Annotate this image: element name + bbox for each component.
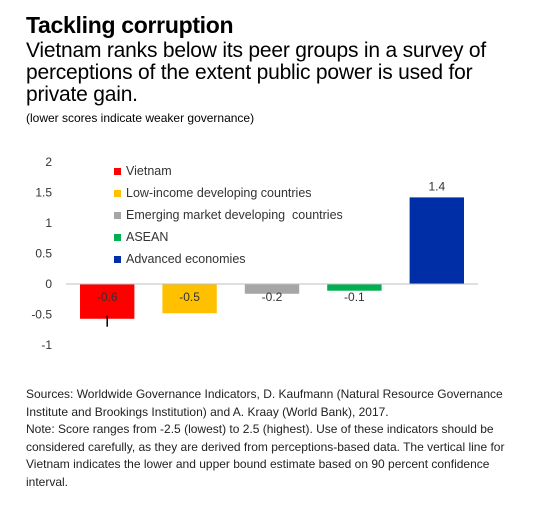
source-notes: Sources: Worldwide Governance Indicators… [26,386,531,491]
legend-entry: Vietnam [126,164,172,178]
legend-entry: Low-income developing countries [126,186,312,200]
bar-5 [409,197,464,284]
legend-swatch [114,168,121,175]
bar-2 [162,284,217,314]
legend-swatch [114,190,121,197]
legend-entry: ASEAN [126,230,168,244]
legend-entry: Emerging market developing countries [126,208,343,222]
y-tick-label: 1.5 [35,186,52,200]
data-label: -0.6 [97,290,118,304]
plot-area: -0.6 -0.5 -0.2 -0.1 1.4 [66,179,478,327]
footnote-text: Note: Score ranges from -2.5 (lowest) to… [26,422,505,489]
chart-subtitle: Vietnam ranks below its peer groups in a… [26,39,487,106]
bar-chart: 2 1.5 1 0.5 0 -0.5 -1 -0.6 -0.5 -0.2 -0.1 1.4 Viet… [31,155,478,352]
legend: Vietnam Low-income developing countries Em… [114,164,343,266]
y-tick-label: 2 [45,155,52,169]
y-tick-label: 1 [45,216,52,230]
y-tick-label: 0 [45,277,52,291]
bar-1 [80,284,135,319]
legend-swatch [114,234,121,241]
sources-text: Sources: Worldwide Governance Indicators… [26,387,503,419]
chart-title: Tackling corruption [26,12,234,38]
legend-swatch [114,256,121,263]
bar-3 [244,284,300,294]
bar-4 [327,284,382,291]
y-axis: 2 1.5 1 0.5 0 -0.5 -1 [31,155,52,352]
data-label: 1.4 [428,179,445,193]
y-tick-label: 0.5 [35,247,52,261]
legend-swatch [114,212,121,219]
data-label: -0.2 [262,290,283,304]
y-tick-label: -1 [41,338,52,352]
data-label: -0.5 [179,290,200,304]
legend-entry: Advanced economies [126,252,246,266]
chart-note: (lower scores indicate weaker governance… [26,111,255,125]
y-tick-label: -0.5 [31,308,52,322]
data-label: -0.1 [344,290,365,304]
